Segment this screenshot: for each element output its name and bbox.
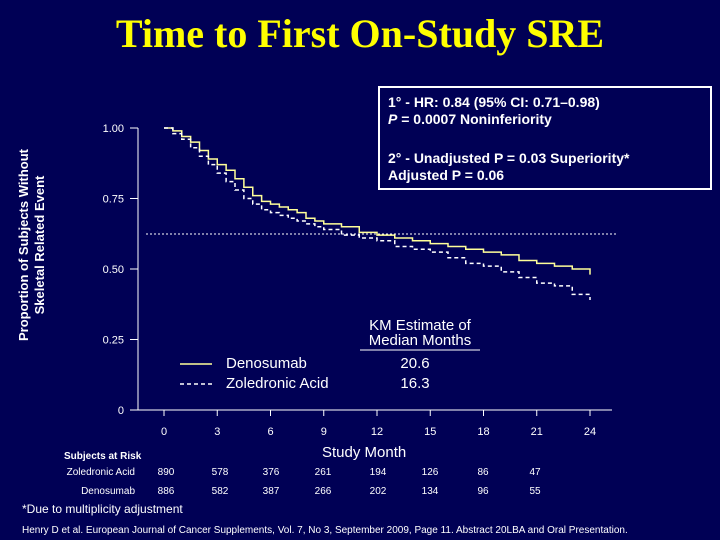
- median-zoledronic: 16.3: [400, 375, 430, 392]
- secondary-endpoint-line2: Adjusted P = 0.06: [388, 167, 505, 183]
- x-tick-label: 15: [424, 426, 436, 438]
- risk-cell: 202: [369, 486, 387, 497]
- risk-cell: 387: [262, 486, 280, 497]
- risk-cell: 126: [421, 467, 439, 478]
- risk-cell: 86: [477, 467, 489, 478]
- x-axis-label: Study Month: [322, 444, 407, 461]
- x-tick-label: 3: [214, 426, 220, 438]
- footnote: *Due to multiplicity adjustment: [22, 502, 183, 516]
- primary-endpoint-line1: 1° - HR: 0.84 (95% CI: 0.71–0.98): [388, 94, 600, 110]
- km-header-line1: KM Estimate of: [369, 317, 471, 334]
- risk-cell: 55: [529, 486, 541, 497]
- y-axis-label-line1: Proportion of Subjects Without: [16, 149, 31, 341]
- y-tick-label: 0: [118, 405, 124, 417]
- risk-row-label: Denosumab: [81, 486, 135, 497]
- hr-annotation-box: [378, 86, 712, 190]
- series-line-zoledronic: [164, 127, 591, 301]
- median-denosumab: 20.6: [400, 355, 430, 372]
- x-tick-label: 18: [477, 426, 489, 438]
- secondary-endpoint-line1: 2° - Unadjusted P = 0.03 Superiority*: [388, 150, 630, 166]
- y-tick-label: 0.25: [103, 335, 124, 347]
- x-tick-label: 9: [321, 426, 327, 438]
- risk-cell: 96: [477, 486, 489, 497]
- risk-cell: 134: [421, 486, 439, 497]
- risk-cell: 261: [314, 467, 332, 478]
- risk-cell: 578: [211, 467, 229, 478]
- risk-table-title: Subjects at Risk: [64, 451, 142, 462]
- p-symbol: P: [388, 111, 398, 127]
- citation: Henry D et al. European Journal of Cance…: [22, 525, 628, 536]
- legend-zoledronic-label: Zoledronic Acid: [226, 375, 329, 392]
- legend-denosumab-label: Denosumab: [226, 355, 307, 372]
- x-tick-label: 21: [531, 426, 543, 438]
- km-header-line2: Median Months: [368, 332, 472, 349]
- x-tick-label: 24: [584, 426, 596, 438]
- risk-cell: 582: [211, 486, 229, 497]
- slide-title: Time to First On-Study SRE: [115, 11, 605, 56]
- primary-endpoint-line2: P = 0.0007 Noninferiority: [388, 111, 552, 128]
- y-tick-label: 0.75: [103, 194, 124, 206]
- y-axis-label-line2: Skeletal Related Event: [32, 175, 47, 315]
- y-axis-label: Proportion of Subjects Without Skeletal …: [16, 125, 48, 365]
- risk-row-label: Zoledronic Acid: [66, 467, 135, 478]
- x-tick-label: 12: [371, 426, 383, 438]
- y-tick-label: 1.00: [103, 123, 124, 135]
- x-tick-label: 6: [267, 426, 273, 438]
- risk-cell: 890: [157, 467, 175, 478]
- series-line-denosumab: [164, 127, 591, 275]
- y-tick-label: 0.50: [103, 264, 124, 276]
- risk-cell: 886: [157, 486, 175, 497]
- primary-p-value: = 0.0007 Noninferiority: [397, 111, 552, 127]
- x-tick-label: 0: [161, 426, 167, 438]
- risk-cell: 194: [369, 467, 387, 478]
- risk-cell: 376: [262, 467, 280, 478]
- risk-cell: 47: [529, 467, 541, 478]
- risk-cell: 266: [314, 486, 332, 497]
